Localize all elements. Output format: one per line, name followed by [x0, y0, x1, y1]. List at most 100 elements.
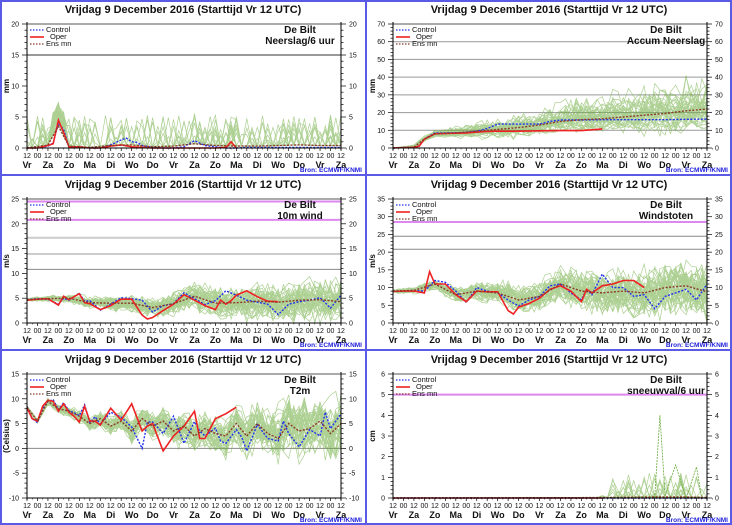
x-tick-label: 12	[703, 328, 711, 335]
x-tick-label: 00	[243, 153, 251, 160]
row-divider-1	[0, 174, 732, 176]
y-tick-label: 10	[11, 271, 19, 278]
x-tick-label: 00	[306, 153, 314, 160]
x-tick-label: 12	[316, 328, 324, 335]
y-tick-label: 2	[381, 454, 385, 461]
y-tick-label-right: 20	[715, 250, 723, 257]
x-day-label: Vr	[169, 510, 179, 520]
x-day-label: Za	[336, 335, 347, 345]
y-tick-label-right: 5	[349, 115, 353, 122]
x-day-label: Vr	[535, 160, 545, 170]
x-day-label: Wo	[491, 335, 505, 345]
series-ens-mn	[392, 108, 708, 149]
x-day-label: Zo	[576, 510, 587, 520]
x-day-label: Vr	[388, 510, 398, 520]
x-day-label: Ma	[596, 335, 609, 345]
variable-label: sneeuwval/6 uur	[627, 386, 705, 397]
x-day-label: Wo	[491, 510, 505, 520]
x-tick-label: 12	[619, 328, 627, 335]
x-day-label: Wo	[271, 335, 285, 345]
x-tick-label: 00	[400, 153, 408, 160]
location-label: De Bilt	[650, 200, 682, 211]
x-tick-label: 12	[619, 503, 627, 510]
y-tick-label-right: 4	[715, 413, 719, 420]
x-tick-label: 00	[609, 153, 617, 160]
x-tick-label: 00	[159, 503, 167, 510]
location-label: De Bilt	[650, 375, 682, 386]
x-day-label: Di	[106, 160, 115, 170]
ensemble-member-line	[26, 282, 342, 317]
ensemble-member-line	[393, 84, 708, 149]
y-tick-label-right: 15	[349, 53, 357, 60]
x-tick-label: 00	[630, 328, 638, 335]
x-tick-label: 12	[212, 503, 220, 510]
y-tick-label-right: -10	[349, 496, 359, 503]
y-tick-label-right: 50	[715, 57, 723, 64]
x-tick-label: 12	[128, 328, 136, 335]
x-tick-label: 12	[86, 503, 94, 510]
chart-title: Vrijdag 9 December 2016 (Starttijd Vr 12…	[65, 179, 302, 191]
chart-precip6h: Vrijdag 9 December 2016 (Starttijd Vr 12…	[2, 4, 362, 174]
y-tick-label: 15	[377, 267, 385, 274]
ensemble-members	[392, 473, 708, 499]
y-tick-label-right: 10	[349, 396, 357, 403]
x-tick-label: 12	[536, 328, 544, 335]
y-tick-label-right: 20	[349, 22, 357, 29]
x-tick-label: 12	[389, 503, 397, 510]
x-tick-label: 00	[34, 153, 42, 160]
x-tick-label: 00	[138, 328, 146, 335]
x-tick-label: 12	[452, 153, 460, 160]
x-day-label: Di	[253, 335, 262, 345]
x-day-label: Za	[702, 510, 713, 520]
x-tick-label: 00	[327, 503, 335, 510]
x-tick-label: 00	[693, 503, 701, 510]
x-tick-label: 12	[578, 153, 586, 160]
series-oper	[392, 269, 645, 316]
x-tick-label: 00	[609, 503, 617, 510]
y-tick-label-right: 5	[715, 392, 719, 399]
x-tick-label: 12	[212, 153, 220, 160]
legend-label: Oper	[50, 32, 67, 41]
y-axis-label: (Celsius)	[2, 419, 11, 453]
x-tick-label: 00	[222, 503, 230, 510]
x-tick-label: 00	[483, 503, 491, 510]
x-tick-label: 12	[619, 153, 627, 160]
x-tick-label: 12	[23, 328, 31, 335]
y-tick-label: 25	[377, 232, 385, 239]
x-tick-label: 00	[630, 503, 638, 510]
x-day-label: Ma	[84, 335, 97, 345]
x-day-label: Di	[472, 335, 481, 345]
ensemble-member-line	[26, 397, 342, 452]
x-tick-label: 00	[693, 153, 701, 160]
x-day-label: Wo	[637, 510, 651, 520]
x-tick-label: 00	[180, 503, 188, 510]
location-label: De Bilt	[284, 375, 316, 386]
x-tick-label: 12	[557, 328, 565, 335]
x-tick-label: 12	[640, 328, 648, 335]
x-tick-label: 00	[201, 153, 209, 160]
x-day-label: Za	[43, 510, 54, 520]
legend-label: Oper	[416, 382, 433, 391]
y-tick-label: 25	[11, 197, 19, 204]
ensemble-members	[26, 101, 342, 149]
x-day-label: Ma	[596, 510, 609, 520]
panel-precip-6h: Vrijdag 9 December 2016 (Starttijd Vr 12…	[0, 0, 366, 175]
legend-label: Ens mn	[46, 39, 71, 48]
x-day-label: Di	[619, 160, 628, 170]
x-day-label: Vr	[169, 160, 179, 170]
x-tick-label: 12	[170, 328, 178, 335]
x-tick-label: 00	[138, 153, 146, 160]
x-day-label: Ma	[84, 160, 97, 170]
y-tick-label-right: 5	[349, 421, 353, 428]
ensemble-member-line	[26, 400, 342, 465]
x-day-label: Vr	[388, 160, 398, 170]
x-day-label: Vr	[22, 335, 32, 345]
x-day-label: Ma	[450, 160, 463, 170]
x-tick-label: 00	[201, 328, 209, 335]
x-tick-label: 12	[107, 328, 115, 335]
y-tick-label-right: 40	[715, 75, 723, 82]
source-credit: Bron: ECMWF/KNMI	[666, 167, 728, 174]
y-tick-label: 6	[381, 372, 385, 379]
x-tick-label: 00	[285, 503, 293, 510]
x-tick-label: 00	[55, 153, 63, 160]
